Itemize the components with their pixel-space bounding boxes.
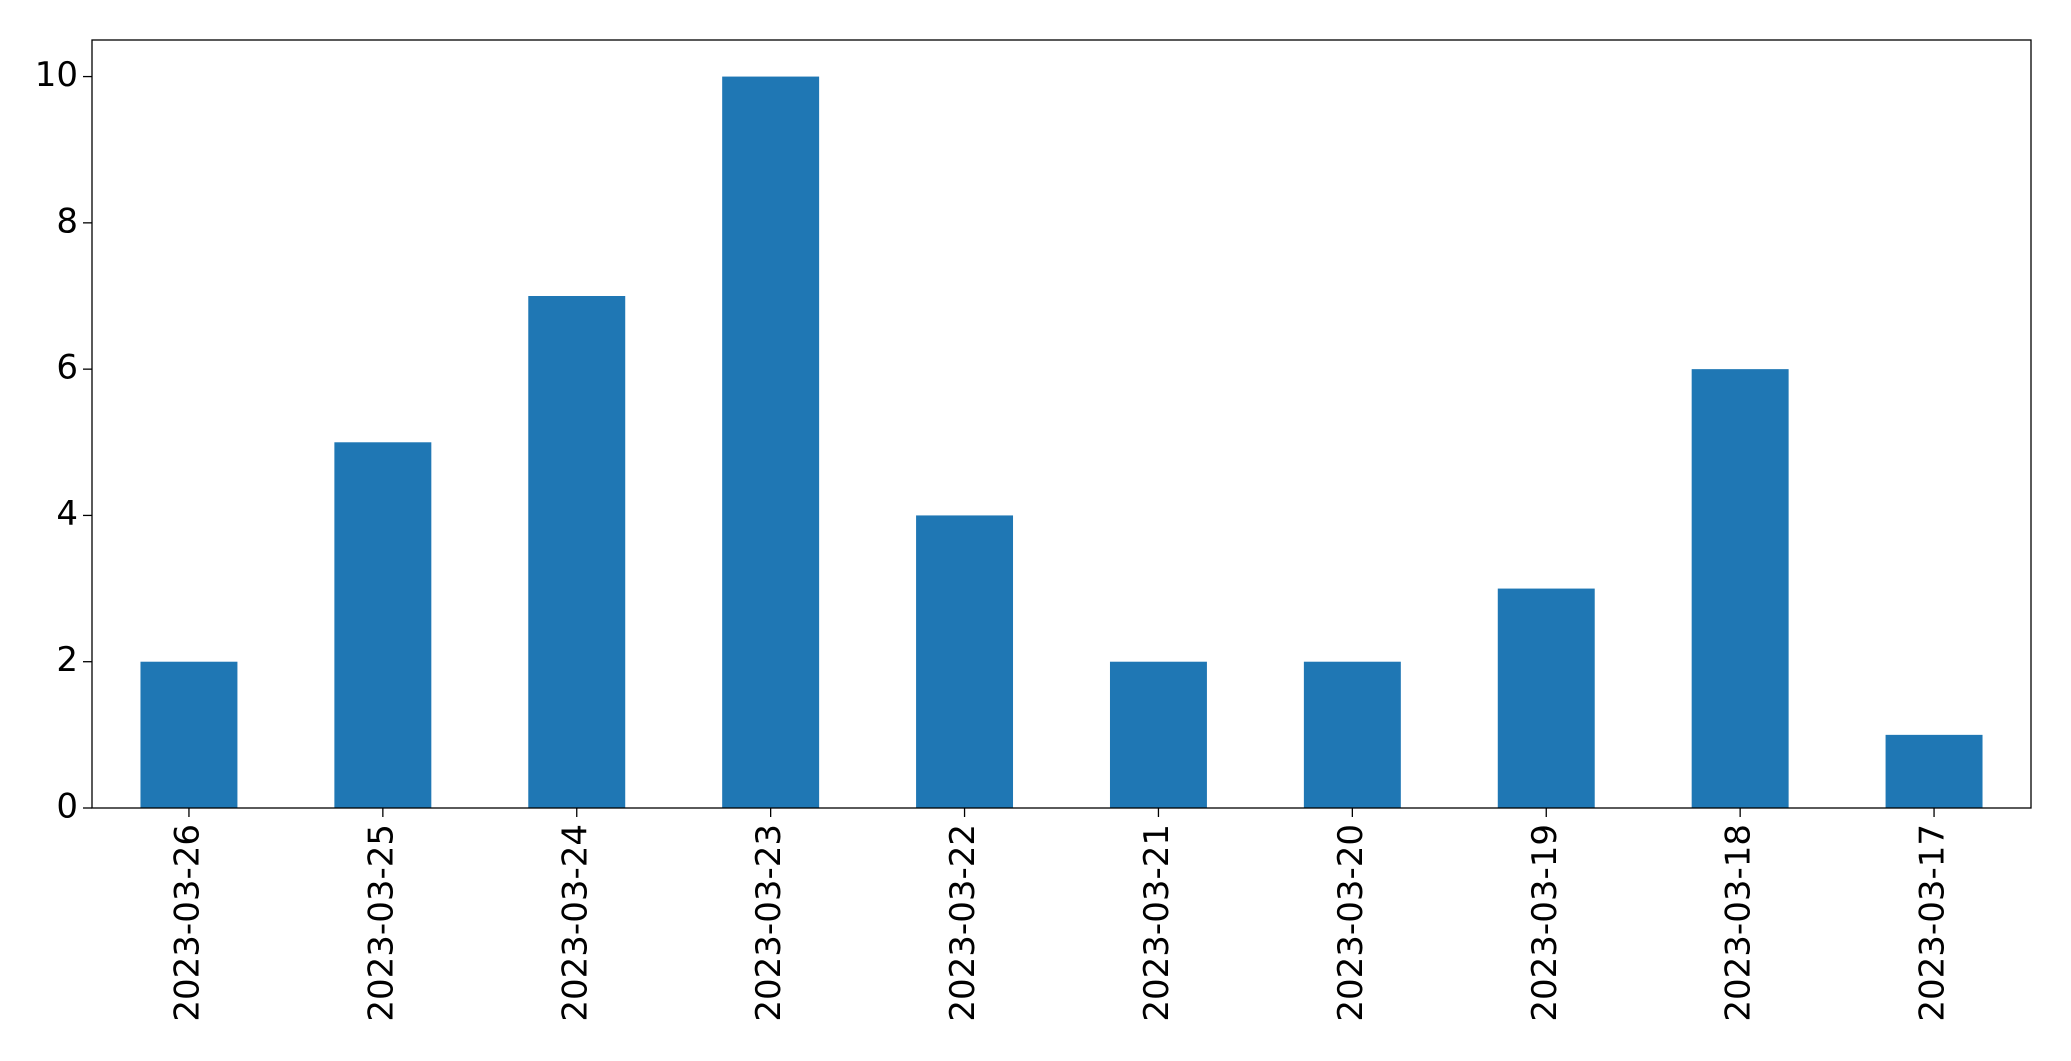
y-tick-label: 6 — [56, 348, 78, 388]
bar — [722, 76, 820, 809]
x-tick-label: 2023-03-18 — [1719, 824, 1759, 1022]
x-tick-label: 2023-03-20 — [1331, 824, 1371, 1022]
bar — [1497, 588, 1595, 808]
bar — [1885, 734, 1983, 808]
x-tick-label: 2023-03-23 — [749, 824, 789, 1022]
bar — [1691, 369, 1789, 808]
y-tick-label: 0 — [56, 787, 78, 827]
y-tick-label: 4 — [56, 494, 78, 534]
bar — [140, 661, 238, 808]
x-tick-label: 2023-03-26 — [167, 824, 207, 1022]
x-tick-label: 2023-03-21 — [1137, 824, 1177, 1022]
x-tick-label: 2023-03-19 — [1525, 824, 1565, 1022]
y-tick-label: 8 — [56, 201, 78, 241]
y-tick-label: 2 — [56, 640, 78, 680]
bar — [1303, 661, 1401, 808]
bar — [528, 296, 626, 808]
bar — [916, 515, 1014, 808]
x-tick-label: 2023-03-25 — [361, 824, 401, 1022]
bar — [334, 442, 432, 808]
x-tick-label: 2023-03-17 — [1913, 824, 1953, 1022]
plot-frame — [91, 39, 2032, 809]
y-tick-label: 10 — [35, 55, 78, 95]
bar — [1109, 661, 1207, 808]
x-tick-label: 2023-03-24 — [555, 824, 595, 1022]
x-tick-label: 2023-03-22 — [943, 824, 983, 1022]
